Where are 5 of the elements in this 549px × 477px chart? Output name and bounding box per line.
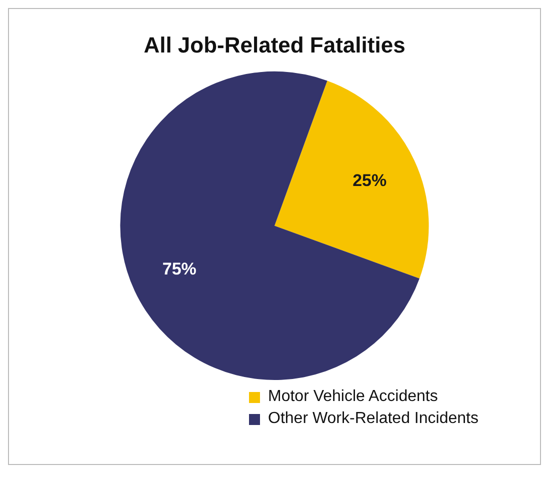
chart-title: All Job-Related Fatalities [144, 32, 406, 58]
data-label: 75% [162, 260, 196, 279]
legend-label: Other Work-Related Incidents [268, 410, 478, 428]
legend-label: Motor Vehicle Accidents [268, 388, 438, 406]
data-label: 25% [352, 171, 387, 190]
